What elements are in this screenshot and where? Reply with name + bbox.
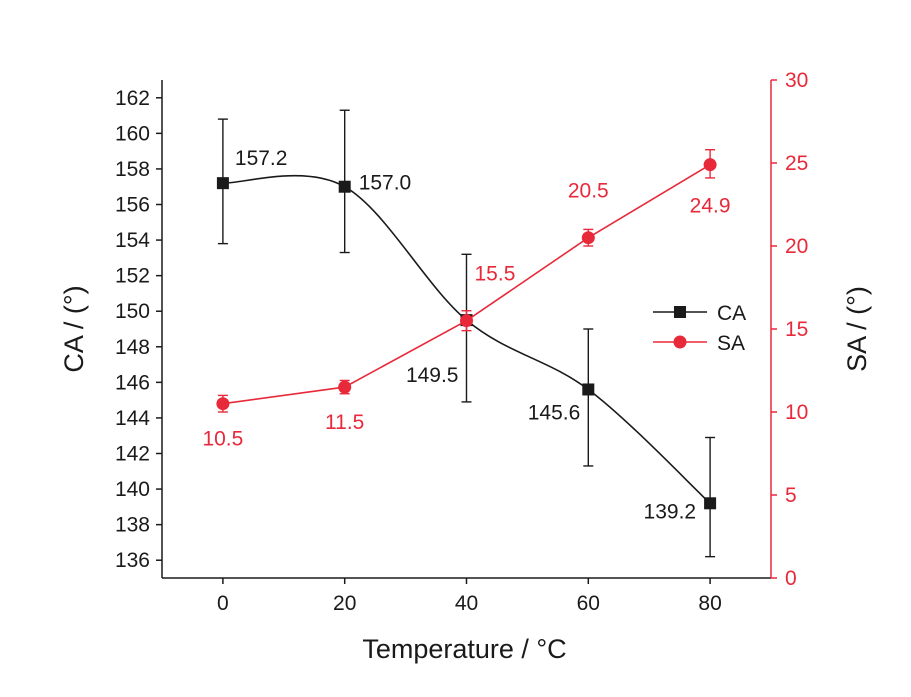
sa-data-label: 24.9 (690, 195, 731, 218)
ca-error-bar (705, 436, 716, 558)
x-tick-label: 0 (217, 592, 229, 615)
y2-tick-label: 25 (785, 152, 808, 175)
ca-data-label: 149.5 (406, 364, 459, 387)
y-tick-label: 136 (115, 549, 150, 572)
legend-marker (674, 306, 686, 318)
y-tick-label: 144 (115, 407, 150, 430)
y-tick-label: 152 (115, 265, 150, 288)
ca-point (704, 497, 717, 510)
legend-label: SA (717, 332, 745, 355)
x-tick-label: 60 (577, 592, 600, 615)
y-tick-label: 150 (115, 300, 150, 323)
y2-tick-label: 15 (785, 318, 808, 341)
y-tick-label: 148 (115, 336, 150, 359)
legend-label: CA (717, 302, 746, 325)
y2-tick-label: 0 (785, 567, 797, 590)
ca-point (338, 180, 351, 193)
y2-tick-label: 20 (785, 235, 808, 258)
x-tick-label: 40 (455, 592, 478, 615)
y-tick-label: 142 (115, 443, 150, 466)
y-tick-label: 156 (115, 194, 150, 217)
y-axis-label: CA / (°) (59, 285, 89, 372)
y-tick-label: 160 (115, 122, 150, 145)
sa-point (216, 397, 230, 411)
ca-point (216, 177, 229, 190)
sa-point (460, 314, 473, 328)
y2-tick-label: 30 (785, 69, 808, 92)
sa-data-label: 10.5 (202, 428, 243, 451)
y2-tick-label: 10 (785, 401, 808, 424)
plot-series-layer (216, 109, 717, 558)
y-tick-label: 162 (115, 87, 150, 110)
y-tick-label: 154 (115, 229, 150, 252)
axis-ticks-layer: 0 20 40 60 801361381401421441461481501521541… (115, 69, 808, 615)
ca-data-label: 157.2 (235, 147, 288, 170)
y-tick-label: 138 (115, 514, 150, 537)
ca-data-label: 157.0 (359, 172, 412, 195)
legend-marker (673, 335, 687, 349)
ca-data-label: 145.6 (528, 401, 581, 424)
ca-data-label: 139.2 (644, 500, 697, 523)
legend-item-ca: CA (653, 302, 746, 325)
ca-error-bar (583, 328, 594, 467)
sa-data-label: 20.5 (568, 180, 609, 203)
y-tick-label: 146 (115, 371, 150, 394)
sa-point (338, 380, 352, 394)
sa-data-label: 15.5 (475, 263, 516, 286)
data-labels-layer: 157.2 157.0 149.5 145.6 139.2 10.5 11.5 15.5 20.… (202, 147, 730, 523)
legend: CA SA (653, 302, 746, 355)
x-tick-label: 20 (333, 592, 356, 615)
y-tick-label: 158 (115, 158, 150, 181)
legend-item-sa: SA (653, 332, 745, 355)
x-axis-label: Temperature / °C (362, 634, 566, 664)
y2-axis-label: SA / (°) (842, 286, 872, 372)
sa-point (703, 158, 717, 172)
ca-point (582, 383, 595, 396)
y-tick-label: 140 (115, 478, 150, 501)
sa-point (581, 231, 595, 245)
x-tick-label: 80 (698, 592, 721, 615)
sa-data-label: 11.5 (325, 411, 364, 434)
y2-tick-label: 5 (785, 484, 797, 507)
